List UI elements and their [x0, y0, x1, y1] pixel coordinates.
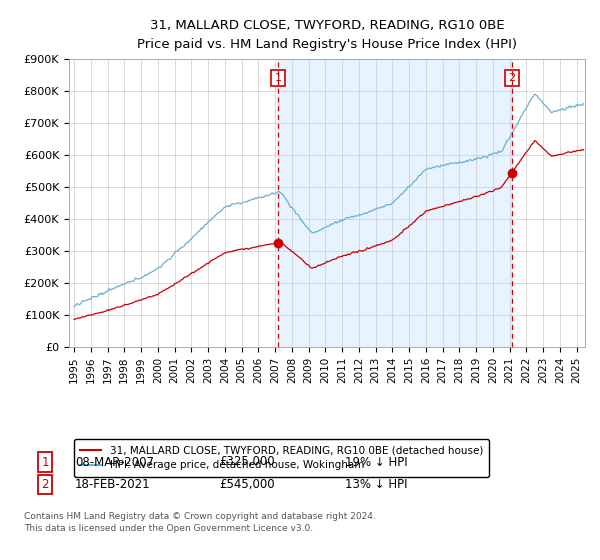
Text: 1: 1 — [275, 73, 281, 83]
Text: £325,000: £325,000 — [219, 455, 275, 469]
Text: £545,000: £545,000 — [219, 478, 275, 491]
Text: 08-MAR-2007: 08-MAR-2007 — [75, 455, 154, 469]
Text: 19% ↓ HPI: 19% ↓ HPI — [345, 455, 407, 469]
Text: 2: 2 — [508, 73, 515, 83]
Text: 1: 1 — [41, 455, 49, 469]
Bar — [278, 59, 512, 347]
Legend: 31, MALLARD CLOSE, TWYFORD, READING, RG10 0BE (detached house), HPI: Average pri: 31, MALLARD CLOSE, TWYFORD, READING, RG1… — [74, 439, 489, 477]
Text: 13% ↓ HPI: 13% ↓ HPI — [345, 478, 407, 491]
Text: 2: 2 — [41, 478, 49, 491]
Text: 18-FEB-2021: 18-FEB-2021 — [75, 478, 151, 491]
Title: 31, MALLARD CLOSE, TWYFORD, READING, RG10 0BE
Price paid vs. HM Land Registry's : 31, MALLARD CLOSE, TWYFORD, READING, RG1… — [137, 18, 517, 51]
Text: Contains HM Land Registry data © Crown copyright and database right 2024.
This d: Contains HM Land Registry data © Crown c… — [24, 512, 376, 533]
